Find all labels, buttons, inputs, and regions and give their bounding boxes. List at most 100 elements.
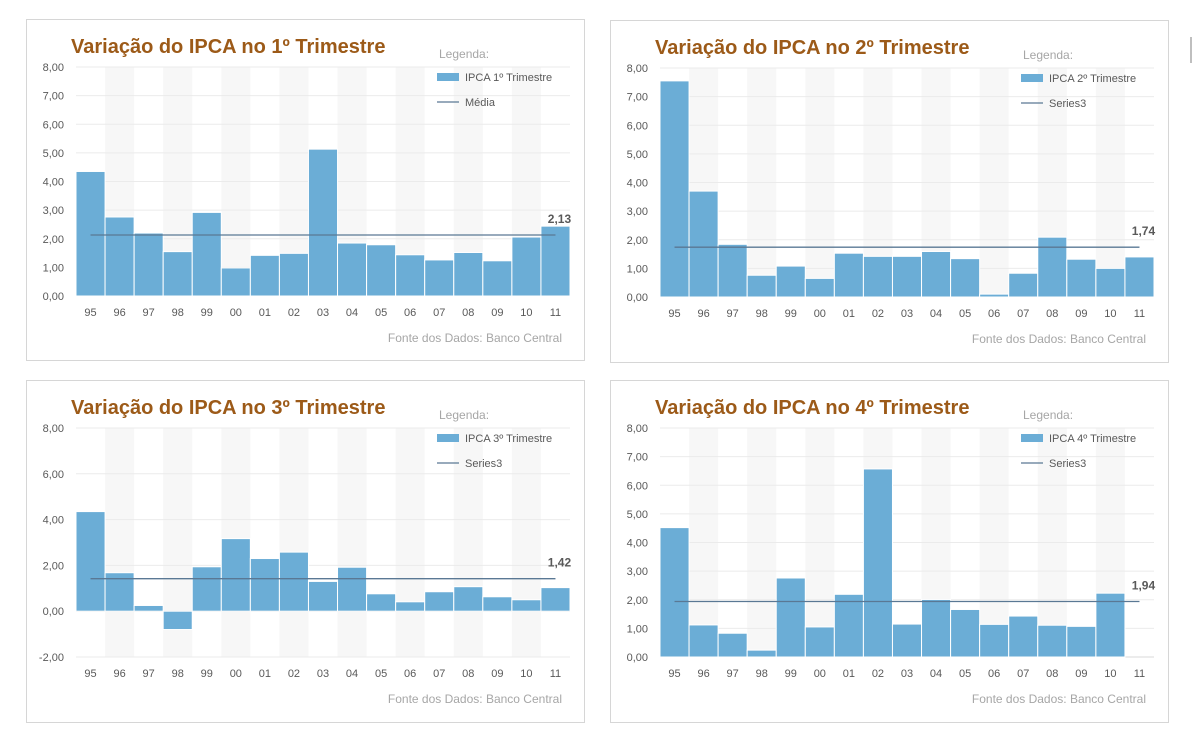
x-tick-label: 11 xyxy=(550,668,561,680)
source-note: Fonte dos Dados: Banco Central xyxy=(388,331,562,345)
y-tick-label: 2,00 xyxy=(43,560,64,572)
x-tick-label: 06 xyxy=(988,668,1000,680)
bar-11 xyxy=(540,225,571,297)
x-tick-label: 00 xyxy=(814,668,826,680)
chart-title: Variação do IPCA no 2º Trimestre xyxy=(655,37,969,59)
bar-01 xyxy=(249,558,280,612)
y-tick-label: 1,00 xyxy=(43,262,64,274)
x-tick-label: 09 xyxy=(1075,668,1087,680)
legend-title: Legenda: xyxy=(1023,48,1073,62)
chart-panel-q4: 0,00 1,00 2,00 3,00 4,00 5,00 6,00 7,00 8,00 95 96… xyxy=(610,380,1169,723)
bar-05 xyxy=(366,244,397,297)
bar-03 xyxy=(891,623,923,658)
source-note: Fonte dos Dados: Banco Central xyxy=(972,692,1146,706)
legend-line-label: Series3 xyxy=(1049,98,1086,110)
x-tick-label: 03 xyxy=(317,668,329,680)
y-tick-label: 6,00 xyxy=(627,120,648,132)
legend-series-label: IPCA 4º Trimestre xyxy=(1049,433,1136,445)
bar-95 xyxy=(75,170,106,297)
bar-09 xyxy=(482,596,513,612)
x-tick-label: 01 xyxy=(259,307,271,319)
x-tick-label: 01 xyxy=(259,668,271,680)
x-tick-label: 97 xyxy=(727,308,739,320)
legend-swatch-bar xyxy=(437,73,459,81)
plot-band xyxy=(395,428,425,657)
plot-band xyxy=(511,428,541,657)
x-tick-label: 95 xyxy=(668,668,680,680)
x-tick-label: 08 xyxy=(462,307,474,319)
bar-09 xyxy=(482,260,513,297)
bar-98 xyxy=(162,610,193,631)
x-tick-label: 98 xyxy=(756,668,768,680)
x-tick-label: 98 xyxy=(172,307,184,319)
bar-07 xyxy=(1008,615,1039,658)
y-tick-label: 6,00 xyxy=(43,119,64,131)
chart-q4: 0,00 1,00 2,00 3,00 4,00 5,00 6,00 7,00 8,00 95 96… xyxy=(627,397,1156,706)
bar-04 xyxy=(337,242,368,297)
legend-title: Legenda: xyxy=(439,408,489,422)
x-tick-label: 11 xyxy=(1134,668,1145,680)
x-tick-label: 08 xyxy=(462,668,474,680)
chart-panel-q2: 0,00 1,00 2,00 3,00 4,00 5,00 6,00 7,00 8,00 95 96… xyxy=(610,20,1169,363)
source-note: Fonte dos Dados: Banco Central xyxy=(972,332,1146,346)
source-note: Fonte dos Dados: Banco Central xyxy=(388,692,562,706)
bar-05 xyxy=(950,258,981,298)
x-tick-label: 06 xyxy=(404,668,416,680)
x-tick-label: 04 xyxy=(346,307,358,319)
x-tick-label: 06 xyxy=(988,308,1000,320)
x-tick-label: 95 xyxy=(668,308,680,320)
y-tick-label: 8,00 xyxy=(627,423,648,435)
bar-11 xyxy=(1124,256,1155,298)
x-tick-label: 02 xyxy=(872,308,884,320)
y-tick-label: 8,00 xyxy=(43,62,64,74)
y-tick-label: 4,00 xyxy=(43,515,64,527)
y-tick-label: 5,00 xyxy=(627,149,648,161)
bar-02 xyxy=(862,468,893,658)
x-tick-label: 96 xyxy=(697,308,709,320)
y-tick-label: 7,00 xyxy=(43,91,64,103)
y-tick-label: 8,00 xyxy=(43,423,64,435)
x-tick-label: 00 xyxy=(230,307,242,319)
y-tick-label: 2,00 xyxy=(43,234,64,246)
bar-95 xyxy=(659,80,690,298)
bar-04 xyxy=(337,566,368,612)
x-tick-label: 98 xyxy=(172,668,184,680)
x-tick-label: 04 xyxy=(930,308,942,320)
x-tick-label: 99 xyxy=(201,307,213,319)
x-tick-label: 04 xyxy=(346,668,358,680)
legend-line-label: Series3 xyxy=(465,458,502,470)
bar-02 xyxy=(278,252,309,297)
x-tick-label: 05 xyxy=(959,668,971,680)
x-tick-label: 97 xyxy=(143,668,155,680)
bar-10 xyxy=(511,599,542,612)
bar-98 xyxy=(162,251,193,297)
x-tick-label: 05 xyxy=(375,668,387,680)
bar-98 xyxy=(746,649,777,658)
y-tick-label: 6,00 xyxy=(627,480,648,492)
x-tick-label: 00 xyxy=(814,308,826,320)
x-tick-label: 11 xyxy=(550,307,561,319)
y-tick-label: 0,00 xyxy=(627,652,648,664)
bar-07 xyxy=(424,591,455,612)
x-tick-label: 03 xyxy=(901,668,913,680)
bar-08 xyxy=(453,251,484,297)
bar-10 xyxy=(511,236,542,297)
bar-97 xyxy=(133,232,164,297)
legend-series-label: IPCA 2º Trimestre xyxy=(1049,73,1136,85)
x-tick-label: 05 xyxy=(959,308,971,320)
y-tick-label: 5,00 xyxy=(43,148,64,160)
y-tick-label: -2,00 xyxy=(39,652,64,664)
bar-03 xyxy=(307,148,339,297)
plot-band xyxy=(279,428,309,657)
bar-96 xyxy=(688,624,719,658)
x-tick-label: 99 xyxy=(785,308,797,320)
x-tick-label: 06 xyxy=(404,307,416,319)
x-tick-label: 08 xyxy=(1046,668,1058,680)
bar-06 xyxy=(395,601,426,612)
plot-band xyxy=(337,428,367,657)
average-value-label: 1,74 xyxy=(1132,224,1156,238)
bar-07 xyxy=(424,259,455,297)
bar-99 xyxy=(191,211,222,297)
x-tick-label: 02 xyxy=(288,668,300,680)
y-tick-label: 7,00 xyxy=(627,452,648,464)
